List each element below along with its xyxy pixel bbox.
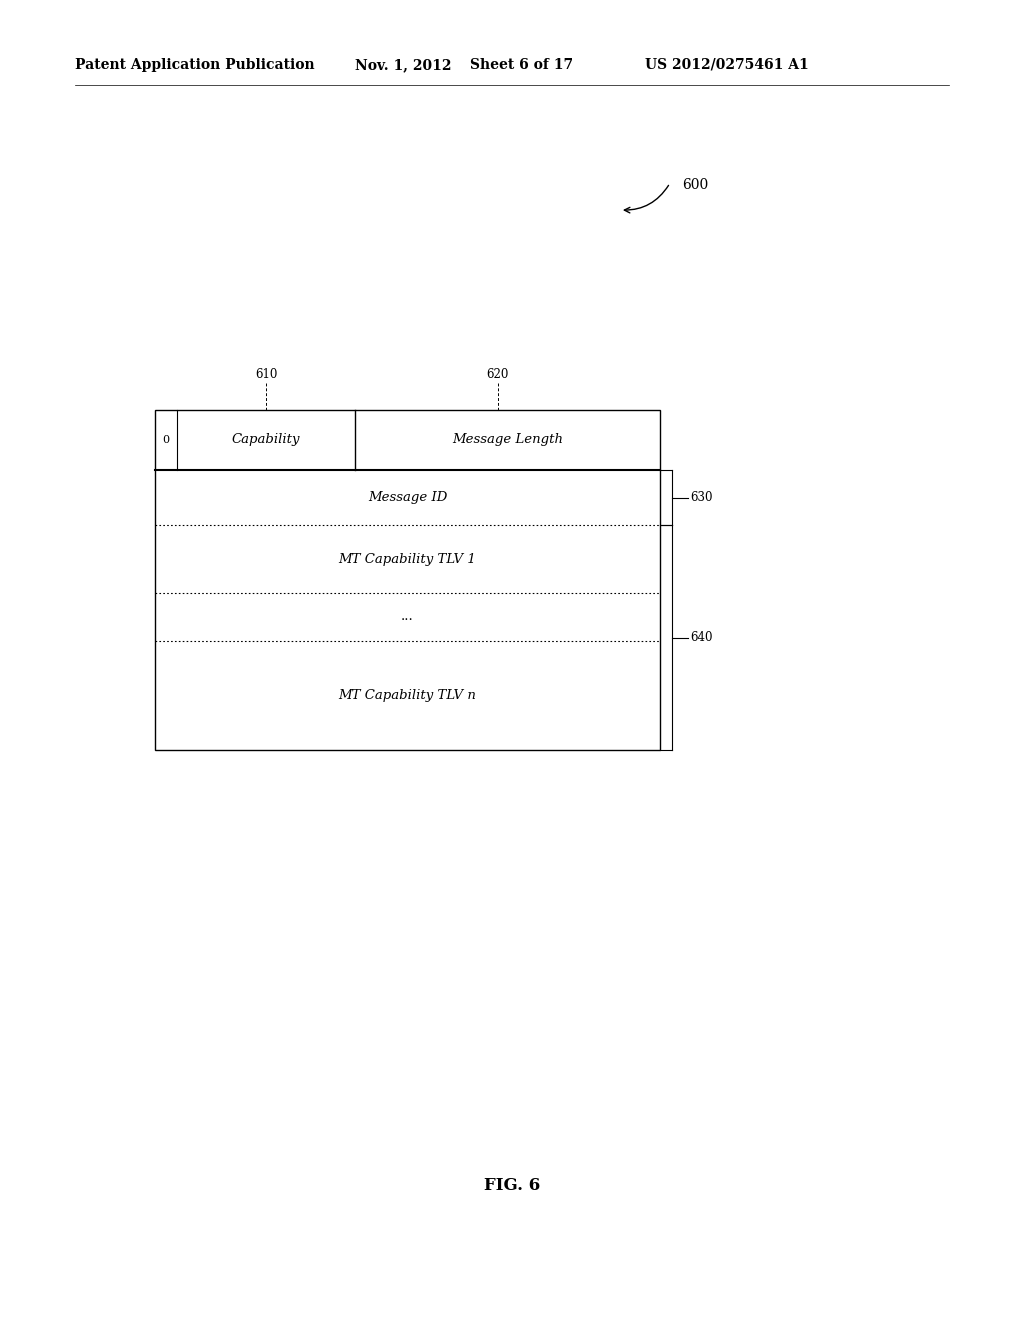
Text: MT Capability TLV 1: MT Capability TLV 1 <box>339 553 476 565</box>
Text: Message ID: Message ID <box>368 491 447 504</box>
Text: 640: 640 <box>690 631 713 644</box>
Bar <box>155 411 660 750</box>
Text: MT Capability TLV n: MT Capability TLV n <box>339 689 476 702</box>
Text: Capability: Capability <box>231 433 300 446</box>
Text: Message Length: Message Length <box>452 433 563 446</box>
Text: 600: 600 <box>682 178 709 191</box>
Text: FIG. 6: FIG. 6 <box>484 1176 540 1193</box>
Text: 620: 620 <box>486 368 509 381</box>
Text: 630: 630 <box>690 491 713 504</box>
Text: Patent Application Publication: Patent Application Publication <box>75 58 314 73</box>
Text: Nov. 1, 2012: Nov. 1, 2012 <box>355 58 452 73</box>
Text: US 2012/0275461 A1: US 2012/0275461 A1 <box>645 58 809 73</box>
Text: ...: ... <box>401 610 414 623</box>
Text: Sheet 6 of 17: Sheet 6 of 17 <box>470 58 573 73</box>
Text: 610: 610 <box>255 368 278 381</box>
Text: 0: 0 <box>163 436 170 445</box>
